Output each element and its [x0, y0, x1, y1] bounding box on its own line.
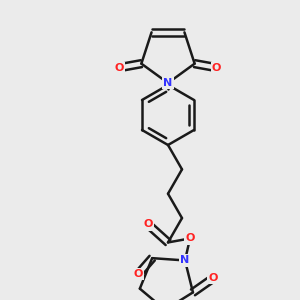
Text: O: O [134, 269, 143, 279]
Text: O: O [115, 63, 124, 73]
Text: O: O [185, 233, 195, 243]
Text: O: O [143, 219, 153, 230]
Text: O: O [208, 273, 218, 284]
Text: N: N [164, 78, 172, 88]
Text: O: O [212, 63, 221, 73]
Text: N: N [180, 255, 190, 266]
